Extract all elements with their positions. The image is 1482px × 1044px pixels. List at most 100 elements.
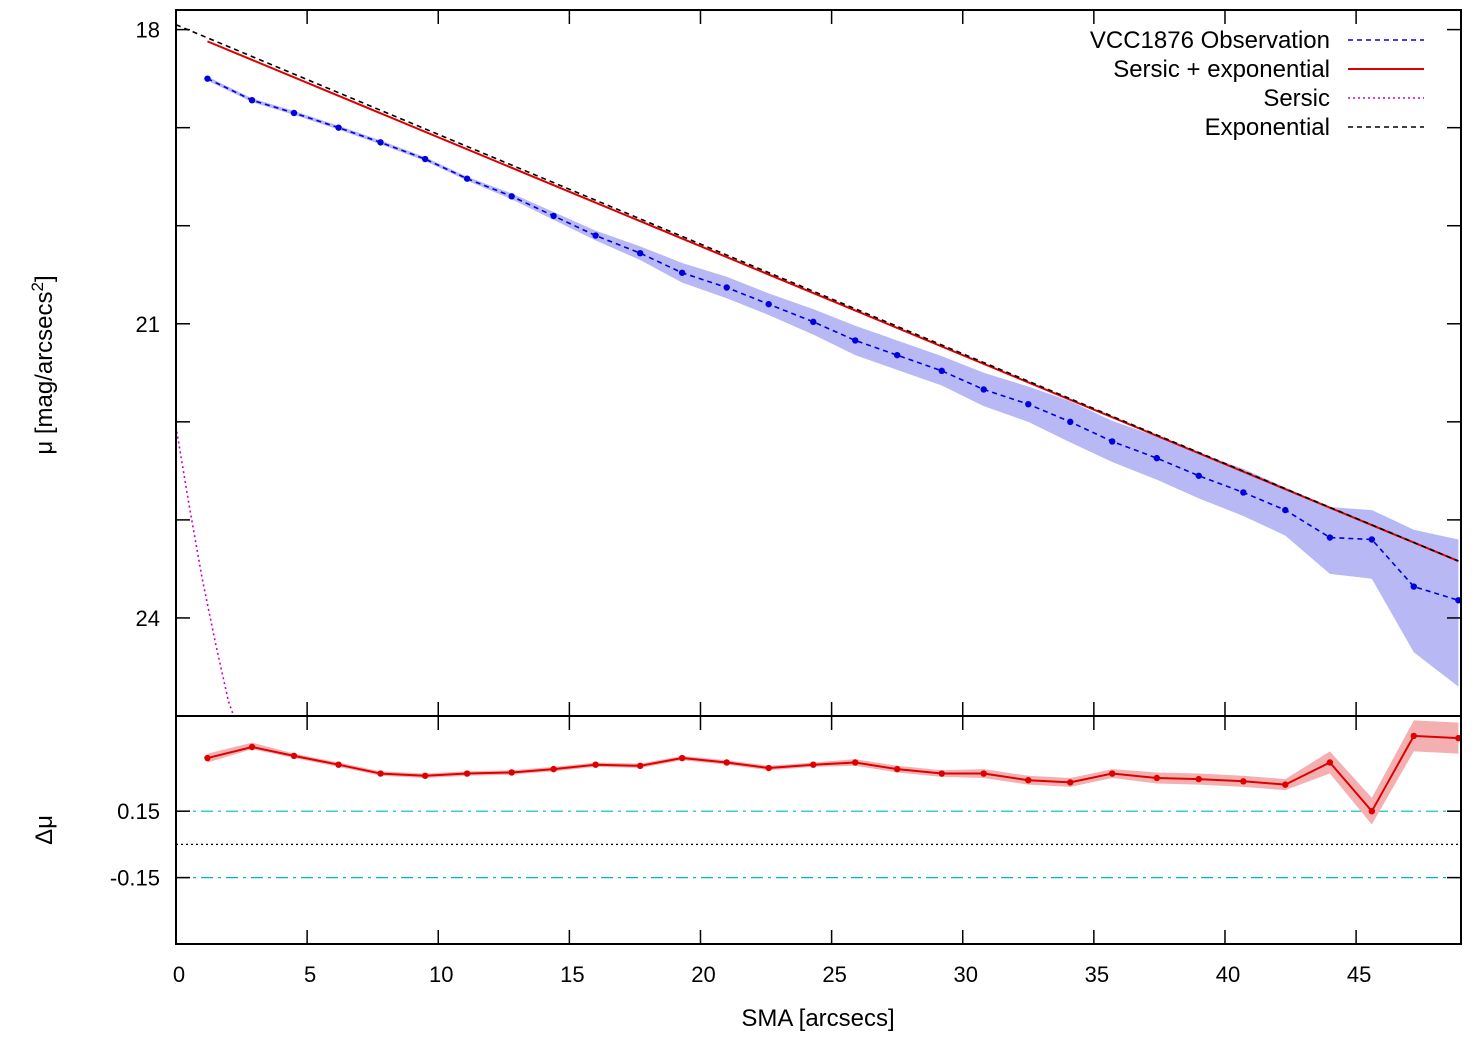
data-point (1195, 472, 1202, 479)
data-point (1368, 536, 1376, 543)
data-point (1326, 534, 1334, 541)
data-point (1109, 438, 1116, 445)
bottom-y-axis-label: Δμ (31, 815, 58, 845)
residual-y-tick-label: 0.15 (117, 799, 160, 824)
x-tick-label: 15 (560, 962, 584, 987)
data-point (550, 212, 557, 220)
data-point (204, 75, 211, 82)
top-y-axis-label-main: μ [mag/arcsecs (31, 291, 58, 454)
residual-point (1410, 732, 1417, 740)
data-point (421, 155, 429, 163)
data-point (723, 284, 730, 291)
top-y-axis-label-sup: 2 (28, 282, 47, 291)
x-tick-label: 30 (953, 962, 977, 987)
x-tick-label: 0 (173, 962, 185, 987)
data-point (1025, 400, 1032, 408)
data-point (508, 193, 515, 200)
series-line-0 (207, 77, 1459, 602)
data-point (1455, 597, 1461, 604)
x-tick-label: 5 (304, 962, 316, 987)
data-point (678, 269, 686, 276)
residual-point (335, 761, 342, 768)
residual-point (980, 770, 987, 777)
top-series-layer (176, 23, 1461, 716)
data-point (463, 175, 471, 182)
residual-point (1025, 776, 1032, 784)
data-point (810, 318, 817, 326)
top-error-band-layer (207, 76, 1459, 687)
data-point (765, 300, 772, 308)
x-tick-label: 20 (691, 962, 715, 987)
residual-point (1153, 774, 1160, 782)
residual-point (938, 770, 945, 777)
data-point (980, 386, 987, 393)
legend-label-2: Sersic (1263, 85, 1330, 112)
residual-point (508, 769, 515, 776)
residual-point (1326, 759, 1334, 766)
x-tick-label: 25 (822, 962, 846, 987)
residual-point (1368, 807, 1376, 815)
data-point (1282, 506, 1289, 514)
top-y-axis-label: μ [mag/arcsecs2] (28, 275, 58, 454)
residual-point (810, 761, 817, 768)
residual-point (723, 759, 730, 766)
top-panel: 18 21 24 μ [mag/arcsecs2] VCC1876 Observat… (28, 9, 1462, 717)
residual-point (1282, 781, 1289, 788)
data-point (938, 367, 945, 375)
data-point (1153, 454, 1160, 462)
residual-point (248, 743, 256, 751)
data-point (1240, 489, 1247, 496)
residual-point (765, 764, 772, 772)
x-tick-label: 40 (1216, 962, 1240, 987)
data-point (377, 139, 384, 146)
residual-point (1240, 778, 1247, 785)
data-point (248, 97, 256, 104)
y-tick-label: 21 (136, 312, 160, 337)
top-y-axis-label-end: ] (31, 275, 58, 282)
data-point (1410, 583, 1417, 590)
residual-point (377, 770, 384, 777)
series-line-3 (176, 23, 1459, 562)
y-tick-label: 18 (136, 18, 160, 43)
legend-label-1: Sersic + exponential (1113, 56, 1330, 83)
legend-label-3: Exponential (1205, 114, 1330, 141)
bottom-error-band-layer (207, 720, 1459, 825)
residual-point (204, 754, 211, 762)
residual-y-tick-label: -0.15 (110, 866, 160, 891)
data-point (592, 232, 599, 239)
x-tick-label: 45 (1347, 962, 1371, 987)
residual-error-band (207, 720, 1459, 825)
residual-point (893, 765, 901, 773)
residual-point (1455, 734, 1461, 742)
data-point (636, 249, 644, 257)
residual-point (550, 765, 557, 773)
residual-point (1067, 779, 1074, 786)
residual-point (592, 761, 599, 768)
legend-label-0: VCC1876 Observation (1090, 27, 1330, 54)
residual-point (1195, 775, 1202, 783)
residual-point (636, 762, 644, 770)
data-point (893, 351, 901, 359)
residual-point (463, 770, 471, 777)
residual-line (207, 734, 1459, 813)
data-point (852, 337, 859, 344)
x-tick-label: 10 (429, 962, 453, 987)
data-point (1067, 418, 1074, 426)
bottom-ticks-layer: 0.15 -0.15 0 5 10 15 20 25 30 35 40 45 (110, 716, 1461, 987)
residual-point (678, 754, 686, 762)
residual-point (1109, 770, 1116, 777)
residual-point (421, 772, 429, 779)
data-point (335, 124, 342, 131)
series-line-2 (176, 426, 235, 716)
data-point (290, 109, 298, 117)
bottom-panel: 0.15 -0.15 0 5 10 15 20 25 30 35 40 45 Δμ SMA [arcs… (31, 715, 1462, 1032)
y-tick-label: 24 (136, 606, 160, 631)
residual-point (290, 752, 298, 760)
x-tick-label: 35 (1085, 962, 1109, 987)
bottom-reference-lines (176, 810, 1461, 879)
error-band-series-0 (207, 76, 1459, 687)
bottom-plot-frame (175, 715, 1462, 945)
residual-point (852, 759, 859, 766)
